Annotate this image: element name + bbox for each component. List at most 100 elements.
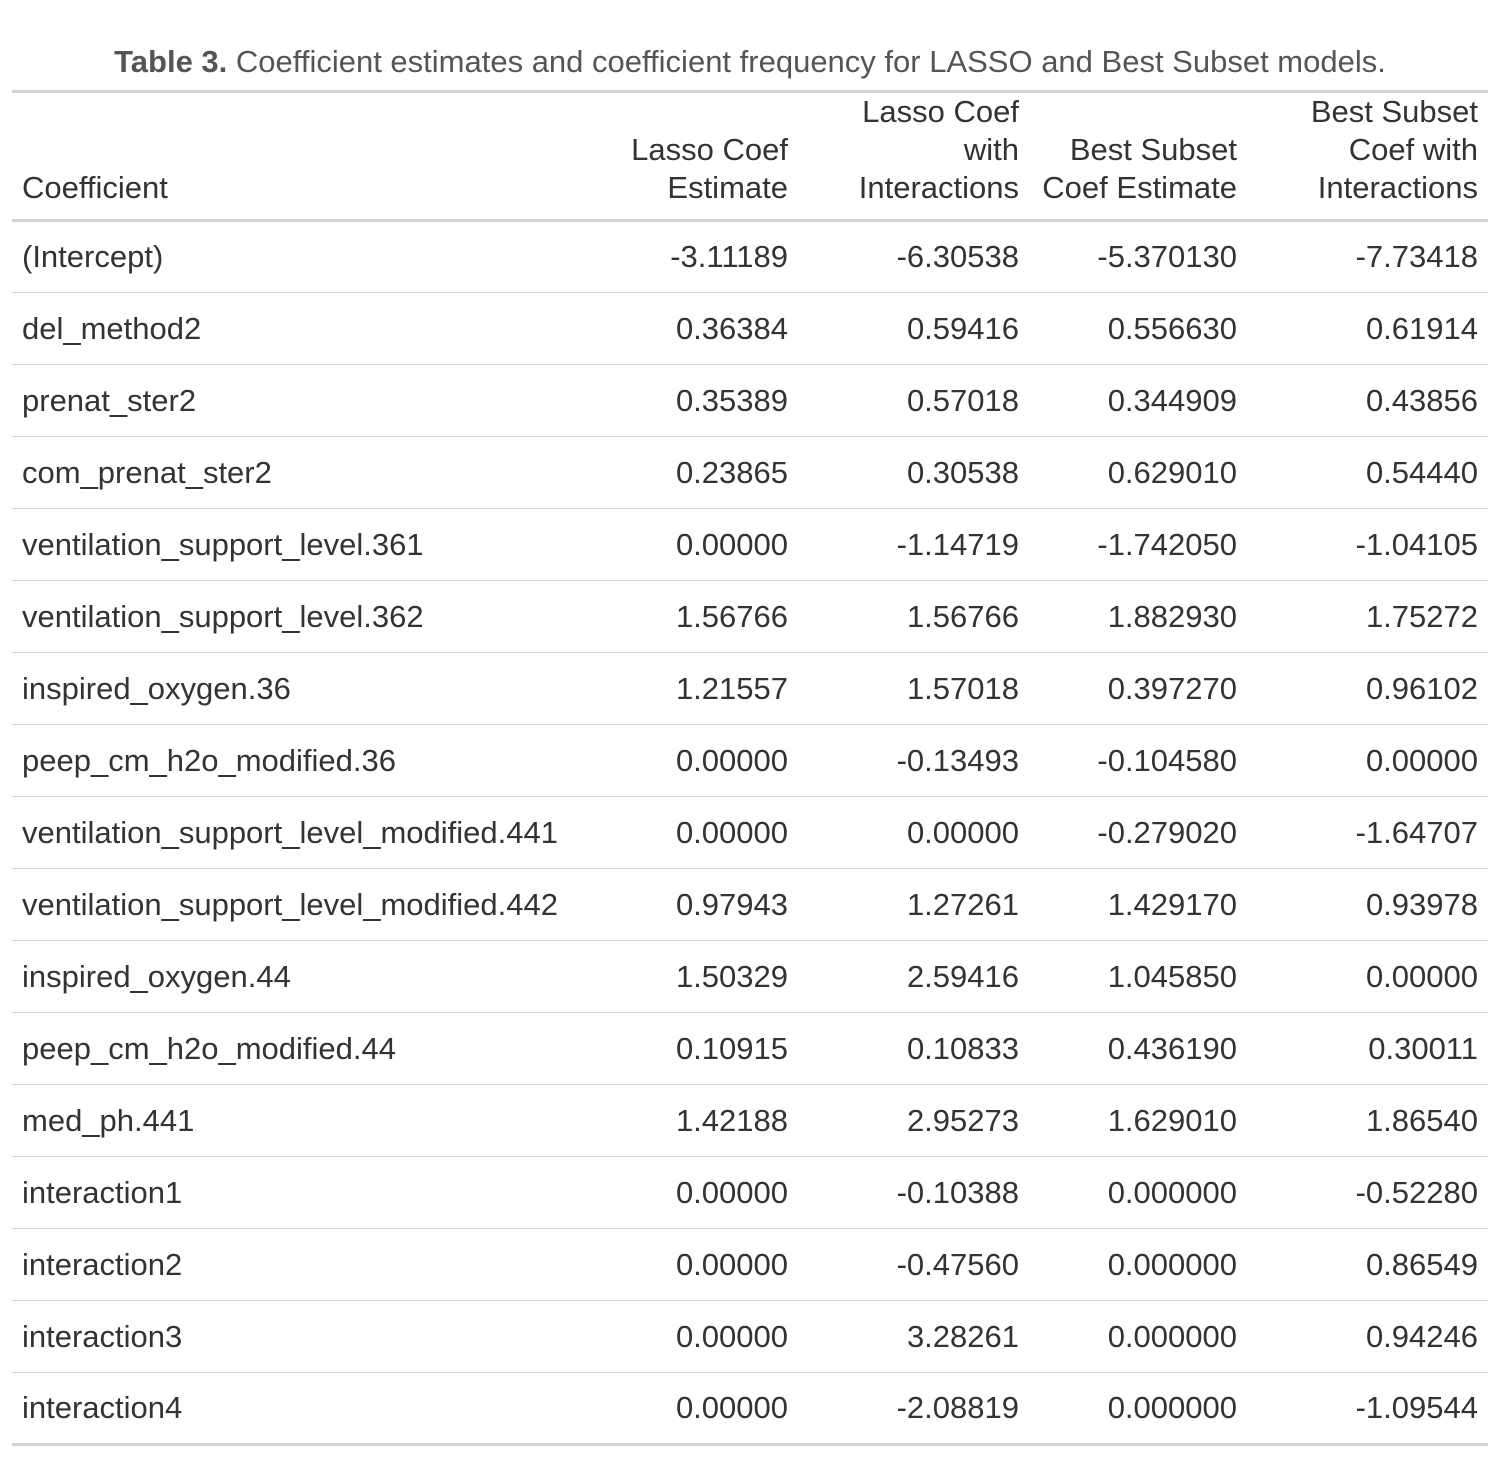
best-subset-interactions-cell: 0.00000 bbox=[1247, 724, 1488, 797]
best-subset-estimate-cell: 0.344909 bbox=[1029, 364, 1247, 437]
lasso-estimate-cell: 0.36384 bbox=[612, 292, 798, 365]
best-subset-interactions-cell: 0.93978 bbox=[1247, 868, 1488, 941]
best-subset-estimate-cell: 1.882930 bbox=[1029, 580, 1247, 653]
lasso-interactions-cell: 0.30538 bbox=[798, 436, 1029, 509]
best-subset-estimate-cell: -0.104580 bbox=[1029, 724, 1247, 797]
table-row: ventilation_support_level_modified.441 0.… bbox=[12, 796, 1488, 869]
coefficient-name-cell: interaction4 bbox=[22, 1390, 183, 1425]
table-row: ventilation_support_level.361 0.00000 -1.1… bbox=[12, 508, 1488, 581]
best-subset-estimate-cell: 1.429170 bbox=[1029, 868, 1247, 941]
lasso-estimate-cell: 0.97943 bbox=[612, 868, 798, 941]
best-subset-interactions-cell: 0.86549 bbox=[1247, 1228, 1488, 1301]
best-subset-interactions-cell: 0.54440 bbox=[1247, 436, 1488, 509]
best-subset-interactions-cell: 0.30011 bbox=[1247, 1012, 1488, 1085]
lasso-interactions-cell: -0.13493 bbox=[798, 724, 1029, 797]
lasso-interactions-cell: 2.95273 bbox=[798, 1084, 1029, 1157]
table-row: prenat_ster2 0.35389 0.57018 0.344909 0.4385… bbox=[12, 364, 1488, 437]
lasso-estimate-cell: -3.11189 bbox=[612, 220, 798, 293]
best-subset-estimate-cell: 1.045850 bbox=[1029, 940, 1247, 1013]
coefficient-name-cell: del_method2 bbox=[12, 292, 612, 365]
coefficient-name-cell: inspired_oxygen.36 bbox=[12, 652, 612, 725]
coefficient-name-cell: inspired_oxygen.44 bbox=[12, 940, 612, 1013]
lasso-interactions-cell: 0.57018 bbox=[798, 364, 1029, 437]
lasso-interactions-cell: 2.59416 bbox=[798, 940, 1029, 1013]
header-best-subset-coef-estimate: Best Subset Coef Estimate bbox=[1029, 91, 1247, 222]
lasso-estimate-cell: 1.56766 bbox=[612, 580, 798, 653]
table-row: inspired_oxygen.36 1.21557 1.57018 0.397270… bbox=[12, 652, 1488, 725]
table-container: Table 3. Coefficient estimates and coeff… bbox=[12, 0, 1488, 1446]
best-subset-interactions-cell: 1.75272 bbox=[1247, 580, 1488, 653]
lasso-estimate-cell: 0.00000 bbox=[612, 1156, 798, 1229]
lasso-estimate-cell: 0.10915 bbox=[612, 1012, 798, 1085]
coefficient-name-cell: (Intercept) bbox=[12, 220, 612, 293]
coefficient-name-cell: ventilation_support_level_modified.442 bbox=[12, 868, 612, 941]
coefficient-name-cell: ventilation_support_level_modified.441 bbox=[12, 796, 612, 869]
best-subset-estimate-cell: 1.629010 bbox=[1029, 1084, 1247, 1157]
coefficient-name-cell: interaction3 bbox=[12, 1300, 612, 1373]
table-header: Coefficient Lasso Coef Estimate Lasso Coef… bbox=[12, 91, 1488, 222]
coefficient-table: Coefficient Lasso Coef Estimate Lasso Coef… bbox=[12, 90, 1488, 1446]
best-subset-estimate-cell: 0.436190 bbox=[1029, 1012, 1247, 1085]
best-subset-interactions-cell: 0.94246 bbox=[1247, 1300, 1488, 1373]
lasso-estimate-cell: 0.35389 bbox=[612, 364, 798, 437]
best-subset-estimate-cell: 0.000000 bbox=[1029, 1156, 1247, 1229]
lasso-interactions-cell: -6.30538 bbox=[798, 220, 1029, 293]
best-subset-estimate-cell: -1.742050 bbox=[1029, 508, 1247, 581]
lasso-estimate-cell: 0.23865 bbox=[612, 436, 798, 509]
caption-label: Table 3. bbox=[114, 44, 228, 79]
lasso-estimate-cell: 0.00000 bbox=[675, 1390, 788, 1425]
best-subset-interactions-cell: 0.00000 bbox=[1247, 940, 1488, 1013]
table-row: (Intercept) -3.11189 -6.30538 -5.370130 -7.7… bbox=[12, 220, 1488, 293]
coefficient-name-cell: interaction1 bbox=[12, 1156, 612, 1229]
lasso-estimate-cell: 1.42188 bbox=[612, 1084, 798, 1157]
best-subset-interactions-cell: -1.09544 bbox=[1355, 1390, 1478, 1425]
best-subset-interactions-cell: 0.96102 bbox=[1247, 652, 1488, 725]
lasso-estimate-cell: 0.00000 bbox=[612, 508, 798, 581]
caption-text: Coefficient estimates and coefficient fr… bbox=[235, 44, 1386, 79]
best-subset-interactions-cell: -0.52280 bbox=[1247, 1156, 1488, 1229]
best-subset-interactions-cell: -7.73418 bbox=[1247, 220, 1488, 293]
best-subset-estimate-cell: 0.629010 bbox=[1029, 436, 1247, 509]
table-row: ventilation_support_level.362 1.56766 1.56… bbox=[12, 580, 1488, 653]
table-row: interaction3 0.00000 3.28261 0.000000 0.9424… bbox=[12, 1300, 1488, 1373]
header-best-subset-coef-with-interactions: Best Subset Coef with Interactions bbox=[1247, 91, 1488, 222]
table-row: med_ph.441 1.42188 2.95273 1.629010 1.86540 bbox=[12, 1084, 1488, 1157]
best-subset-estimate-cell: -5.370130 bbox=[1029, 220, 1247, 293]
best-subset-interactions-cell: -1.64707 bbox=[1247, 796, 1488, 869]
coefficient-name-cell: peep_cm_h2o_modified.44 bbox=[12, 1012, 612, 1085]
lasso-interactions-cell: 0.10833 bbox=[798, 1012, 1029, 1085]
best-subset-interactions-cell: -1.04105 bbox=[1247, 508, 1488, 581]
best-subset-estimate-cell: 0.000000 bbox=[1107, 1390, 1237, 1425]
best-subset-estimate-cell: 0.556630 bbox=[1029, 292, 1247, 365]
table-caption: Table 3. Coefficient estimates and coeff… bbox=[12, 0, 1488, 90]
best-subset-interactions-cell: 0.43856 bbox=[1247, 364, 1488, 437]
coefficient-name-cell: interaction2 bbox=[12, 1228, 612, 1301]
best-subset-interactions-cell: 1.86540 bbox=[1247, 1084, 1488, 1157]
best-subset-interactions-cell: 0.61914 bbox=[1247, 292, 1488, 365]
lasso-interactions-cell: -0.10388 bbox=[798, 1156, 1029, 1229]
best-subset-estimate-cell: 0.397270 bbox=[1029, 652, 1247, 725]
lasso-estimate-cell: 1.50329 bbox=[612, 940, 798, 1013]
best-subset-estimate-cell: 0.000000 bbox=[1029, 1300, 1247, 1373]
lasso-interactions-cell: 0.59416 bbox=[798, 292, 1029, 365]
lasso-estimate-cell: 0.00000 bbox=[612, 724, 798, 797]
lasso-interactions-cell: 3.28261 bbox=[798, 1300, 1029, 1373]
table-row: peep_cm_h2o_modified.36 0.00000 -0.13493 -0… bbox=[12, 724, 1488, 797]
lasso-interactions-cell: 1.56766 bbox=[798, 580, 1029, 653]
lasso-estimate-cell: 0.00000 bbox=[612, 1300, 798, 1373]
header-row: Coefficient Lasso Coef Estimate Lasso Coef… bbox=[12, 91, 1488, 222]
lasso-interactions-cell: -2.08819 bbox=[896, 1390, 1019, 1425]
lasso-interactions-cell: -0.47560 bbox=[798, 1228, 1029, 1301]
table-row: inspired_oxygen.44 1.50329 2.59416 1.045850… bbox=[12, 940, 1488, 1013]
lasso-interactions-cell: 1.57018 bbox=[798, 652, 1029, 725]
table-row: com_prenat_ster2 0.23865 0.30538 0.629010 0.… bbox=[12, 436, 1488, 509]
table-row: del_method2 0.36384 0.59416 0.556630 0.61914 bbox=[12, 292, 1488, 365]
table-row: peep_cm_h2o_modified.44 0.10915 0.10833 0.4… bbox=[12, 1012, 1488, 1085]
lasso-estimate-cell: 0.00000 bbox=[612, 796, 798, 869]
coefficient-name-cell: ventilation_support_level.361 bbox=[12, 508, 612, 581]
lasso-interactions-cell: 1.27261 bbox=[798, 868, 1029, 941]
header-coefficient: Coefficient bbox=[12, 91, 612, 222]
table-row: interaction1 0.00000 -0.10388 0.000000 -0.52… bbox=[12, 1156, 1488, 1229]
header-lasso-coef-estimate: Lasso Coef Estimate bbox=[612, 91, 798, 222]
table-row: ventilation_support_level_modified.442 0.… bbox=[12, 868, 1488, 941]
